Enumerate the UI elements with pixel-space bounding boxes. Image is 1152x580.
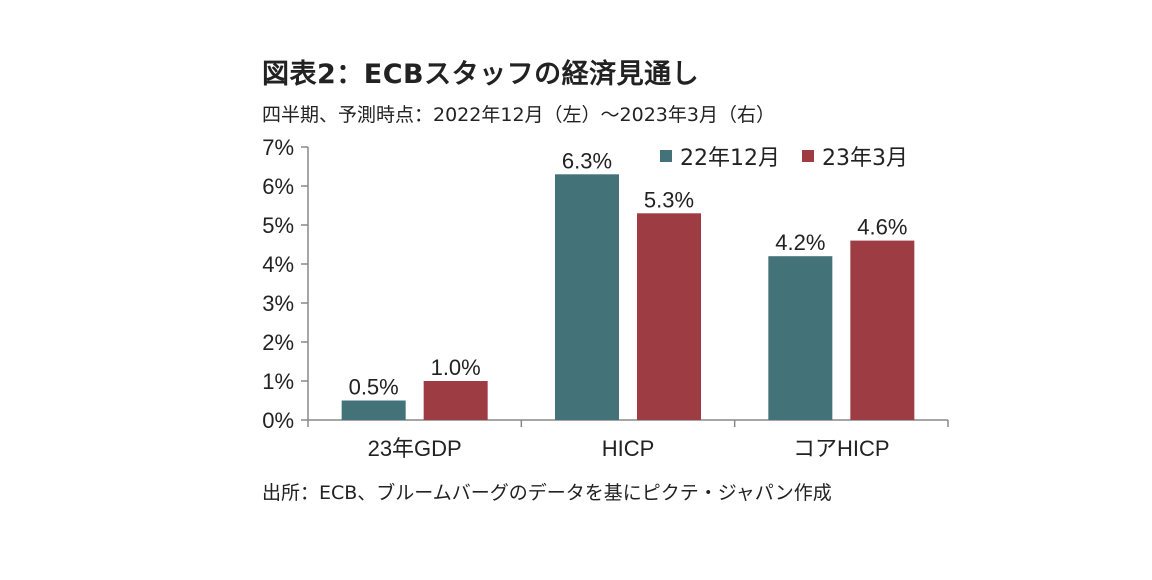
data-label-series-2: 4.6% — [857, 215, 907, 240]
data-label-series-1: 6.3% — [562, 148, 612, 173]
data-label-series-1: 4.2% — [775, 230, 825, 255]
y-tick-label: 4% — [262, 252, 294, 277]
y-tick-label: 2% — [262, 330, 294, 355]
bar-series-2 — [637, 213, 701, 420]
x-category-label: コアHICP — [793, 436, 890, 461]
source-note: 出所：ECB、ブルームバーグのデータを基にピクテ・ジャパン作成 — [262, 482, 832, 504]
bar-series-1 — [768, 256, 833, 420]
y-tick-label: 5% — [262, 213, 294, 238]
bar-series-2 — [423, 381, 488, 420]
x-category-label: HICP — [602, 436, 655, 461]
legend-label-series-2: 23年3月 — [822, 146, 908, 171]
y-tick-label: 7% — [262, 135, 294, 160]
bar-series-1 — [341, 400, 406, 420]
legend: 22年12月 23年3月 — [660, 140, 908, 172]
chart-subtitle: 四半期、予測時点：2022年12月（左）〜2023年3月（右） — [262, 104, 775, 126]
y-tick-label: 0% — [262, 408, 294, 433]
chart-title: 図表2：ECBスタッフの経済見通し — [262, 59, 700, 90]
legend-item-series-2: 23年3月 — [802, 140, 908, 172]
legend-swatch-series-1 — [660, 150, 672, 162]
data-label-series-1: 0.5% — [349, 375, 399, 400]
legend-swatch-series-2 — [802, 150, 814, 162]
data-label-series-2: 1.0% — [431, 355, 481, 380]
y-tick-label: 1% — [262, 369, 294, 394]
y-tick-label: 6% — [262, 174, 294, 199]
legend-item-series-1: 22年12月 — [660, 140, 780, 172]
bar-series-1 — [555, 174, 619, 420]
x-category-label: 23年GDP — [368, 436, 462, 461]
bar-series-2 — [850, 240, 915, 420]
legend-label-series-1: 22年12月 — [680, 146, 780, 171]
data-label-series-2: 5.3% — [644, 187, 694, 212]
y-tick-label: 3% — [262, 291, 294, 316]
